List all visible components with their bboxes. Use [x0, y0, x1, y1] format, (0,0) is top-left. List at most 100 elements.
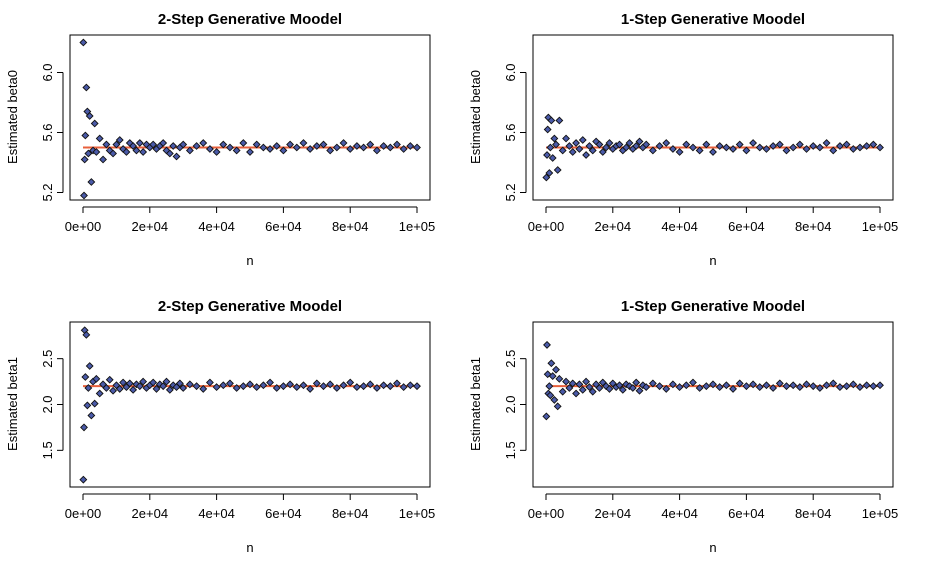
x-axis-label: n — [709, 253, 716, 268]
data-point — [749, 380, 758, 389]
data-point — [565, 384, 574, 392]
x-tick-label: 0e+00 — [65, 219, 102, 234]
data-point — [292, 383, 301, 392]
data-point — [239, 139, 248, 147]
data-point — [246, 148, 254, 156]
data-point — [550, 134, 559, 143]
data-point — [695, 384, 704, 392]
x-tick-label: 8e+04 — [795, 219, 832, 234]
data-point — [205, 145, 214, 153]
data-point — [547, 116, 556, 125]
data-point — [84, 149, 93, 158]
data-point — [668, 145, 677, 153]
data-point — [595, 140, 604, 149]
data-point — [588, 387, 597, 396]
data-point — [406, 142, 415, 150]
data-point — [876, 143, 884, 152]
data-point — [632, 142, 641, 150]
data-point — [862, 381, 871, 390]
data-point — [132, 146, 141, 155]
y-tick-label: 5.6 — [40, 123, 55, 141]
data-point — [299, 381, 308, 390]
data-point — [542, 173, 551, 182]
chart-title: 1-Step Generative Moodel — [621, 298, 805, 315]
data-point — [715, 142, 724, 150]
y-tick-label: 5.2 — [40, 183, 55, 201]
data-point — [742, 146, 751, 155]
data-point — [829, 146, 838, 155]
data-point — [246, 380, 254, 389]
data-point — [90, 119, 99, 128]
data-point — [568, 148, 577, 156]
x-tick-label: 4e+04 — [661, 219, 698, 234]
data-point — [413, 143, 421, 152]
data-point — [769, 384, 778, 392]
x-tick-label: 0e+00 — [528, 219, 565, 234]
data-point — [642, 383, 651, 392]
panel-bottom-left: 2-Step Generative Moodel n Estimated bet… — [5, 298, 435, 555]
data-point — [822, 139, 831, 147]
data-point — [139, 148, 148, 156]
data-point — [862, 142, 871, 150]
data-point — [585, 142, 594, 150]
plot-frame — [532, 321, 894, 488]
data-point — [413, 382, 421, 391]
data-point — [149, 140, 158, 149]
y-tick-label: 1.5 — [40, 441, 55, 459]
data-point — [702, 382, 711, 391]
data-point — [802, 145, 811, 153]
x-tick-label: 2e+04 — [132, 219, 169, 234]
data-point — [809, 142, 818, 150]
y-tick-label: 2.5 — [40, 350, 55, 368]
data-point — [605, 384, 614, 393]
data-point — [279, 146, 288, 155]
y-tick-label: 2.0 — [40, 395, 55, 413]
data-point — [682, 381, 691, 390]
data-point — [543, 125, 552, 134]
data-point — [655, 142, 664, 150]
data-point — [115, 384, 124, 393]
x-tick-label: 4e+04 — [661, 506, 698, 521]
panel-top-right: 1-Step Generative Moodel n Estimated bet… — [468, 11, 898, 268]
data-point — [729, 145, 737, 153]
data-point — [165, 149, 174, 158]
data-point — [835, 142, 844, 150]
plot-frame — [69, 34, 431, 201]
data-point — [547, 359, 556, 368]
data-point — [562, 377, 570, 386]
data-point — [319, 140, 328, 149]
data-point — [578, 136, 587, 144]
data-point — [175, 379, 184, 388]
data-point — [332, 384, 341, 392]
data-point — [159, 139, 168, 147]
data-point — [815, 143, 824, 152]
data-point — [795, 140, 804, 149]
data-point — [769, 142, 778, 150]
data-point — [595, 384, 604, 392]
data-point — [662, 384, 671, 393]
data-point — [102, 384, 111, 392]
data-point — [615, 381, 624, 390]
data-point — [159, 382, 168, 391]
data-point — [675, 148, 684, 156]
data-point — [372, 384, 381, 392]
data-point — [79, 38, 88, 47]
data-point — [795, 383, 804, 392]
data-point — [722, 381, 731, 390]
data-point — [642, 140, 651, 149]
data-point — [115, 136, 124, 144]
data-point — [802, 380, 811, 389]
data-point — [179, 140, 188, 149]
data-point — [92, 148, 101, 156]
x-tick-label: 8e+04 — [795, 506, 832, 521]
data-point — [702, 140, 711, 149]
data-point — [306, 384, 315, 393]
data-point — [575, 380, 584, 389]
data-point — [406, 381, 415, 390]
data-point — [789, 143, 798, 152]
data-point — [829, 379, 838, 388]
panel-bottom-right: 1-Step Generative Moodel n Estimated bet… — [468, 298, 898, 555]
data-point — [558, 387, 567, 396]
data-point — [585, 383, 594, 392]
